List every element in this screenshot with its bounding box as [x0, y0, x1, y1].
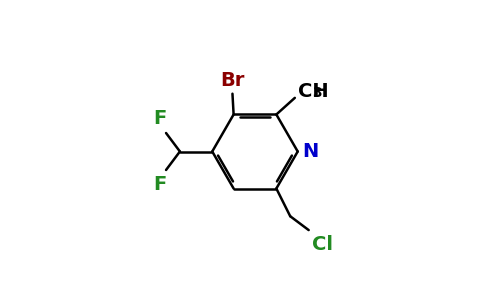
Text: F: F: [153, 110, 166, 128]
Text: 3: 3: [312, 86, 321, 100]
Text: N: N: [302, 142, 318, 161]
Text: Br: Br: [220, 71, 244, 90]
Text: F: F: [153, 175, 166, 194]
Text: CH: CH: [298, 82, 329, 101]
Text: Cl: Cl: [312, 235, 333, 254]
